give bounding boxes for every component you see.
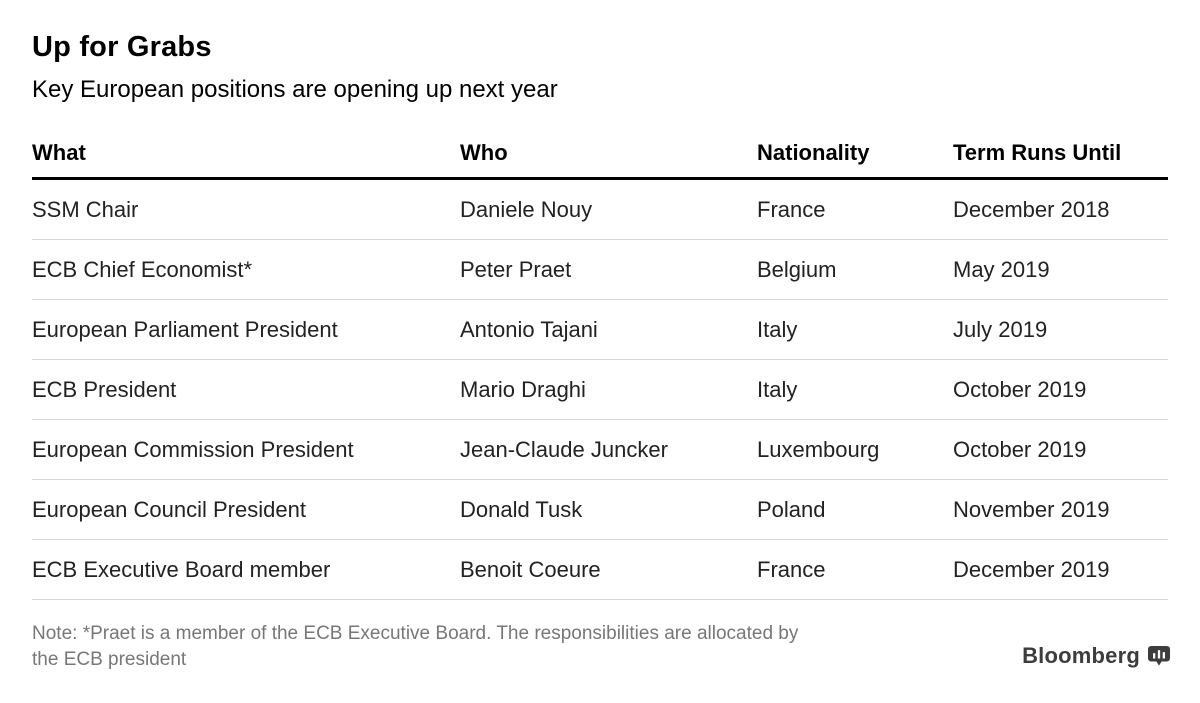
- cell-what: ECB Executive Board member: [32, 556, 331, 582]
- bloomberg-wordmark: Bloomberg: [1022, 643, 1140, 668]
- positions-table: What Who Nationality Term Runs Until SSM…: [32, 131, 1168, 600]
- cell-who: Donald Tusk: [460, 496, 583, 522]
- column-header-who: Who: [460, 140, 508, 165]
- cell-nationality: France: [757, 556, 826, 582]
- cell-nationality: Italy: [757, 316, 798, 342]
- cell-who: Mario Draghi: [460, 376, 586, 402]
- cell-term: May 2019: [953, 256, 1050, 282]
- table-row: European Parliament President Antonio Ta…: [32, 300, 1168, 360]
- cell-nationality: France: [757, 196, 826, 222]
- cell-nationality: Belgium: [757, 256, 837, 282]
- cell-who: Daniele Nouy: [460, 196, 593, 222]
- bloomberg-chart-bubble-icon: [1148, 646, 1170, 666]
- footnote-line-2: the ECB president: [32, 649, 187, 670]
- bloomberg-branding: Bloomberg: [1022, 643, 1170, 669]
- table-header-row: What Who Nationality Term Runs Until: [32, 131, 1168, 180]
- cell-what: European Council President: [32, 496, 306, 522]
- table-row: SSM Chair Daniele Nouy France December 2…: [32, 180, 1168, 240]
- page-subtitle: Key European positions are opening up ne…: [32, 76, 558, 103]
- cell-term: July 2019: [953, 316, 1048, 342]
- column-header-term: Term Runs Until: [953, 140, 1122, 165]
- cell-nationality: Luxembourg: [757, 436, 880, 462]
- table-row: European Council President Donald Tusk P…: [32, 480, 1168, 540]
- cell-who: Antonio Tajani: [460, 316, 598, 342]
- table-row: European Commission President Jean-Claud…: [32, 420, 1168, 480]
- cell-term: November 2019: [953, 496, 1110, 522]
- table-row: ECB Chief Economist* Peter Praet Belgium…: [32, 240, 1168, 300]
- cell-what: SSM Chair: [32, 196, 139, 222]
- column-header-nationality: Nationality: [757, 140, 870, 165]
- footnote-line-1: Note: *Praet is a member of the ECB Exec…: [32, 623, 799, 644]
- table-row: ECB President Mario Draghi Italy October…: [32, 360, 1168, 420]
- cell-what: ECB President: [32, 376, 177, 402]
- cell-term: October 2019: [953, 436, 1087, 462]
- cell-term: December 2018: [953, 196, 1110, 222]
- cell-what: ECB Chief Economist*: [32, 256, 253, 282]
- cell-term: December 2019: [953, 556, 1110, 582]
- table-body: SSM Chair Daniele Nouy France December 2…: [32, 180, 1168, 600]
- cell-who: Jean-Claude Juncker: [460, 436, 668, 462]
- cell-nationality: Poland: [757, 496, 826, 522]
- footnote: Note: *Praet is a member of the ECB Exec…: [32, 621, 992, 673]
- column-header-what: What: [32, 140, 86, 165]
- cell-term: October 2019: [953, 376, 1087, 402]
- cell-nationality: Italy: [757, 376, 798, 402]
- cell-what: European Parliament President: [32, 316, 338, 342]
- cell-what: European Commission President: [32, 436, 354, 462]
- table-row: ECB Executive Board member Benoit Coeure…: [32, 540, 1168, 600]
- cell-who: Peter Praet: [460, 256, 572, 282]
- page-title: Up for Grabs: [32, 31, 212, 63]
- cell-who: Benoit Coeure: [460, 556, 601, 582]
